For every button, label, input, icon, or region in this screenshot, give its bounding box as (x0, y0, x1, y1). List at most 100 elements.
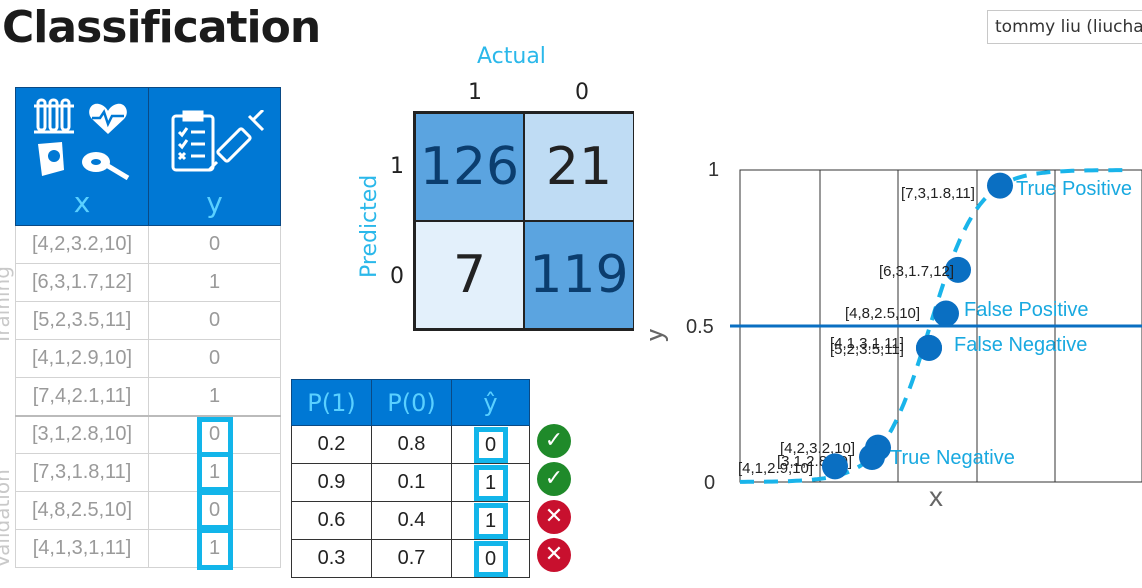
p1-cell: 0.6 (291, 501, 372, 540)
y-value: 1 (208, 461, 221, 483)
prob-row: 0.3 0.7 0 (291, 539, 530, 578)
cm-true-positive: 126 (415, 113, 524, 221)
y-cell: 1 (148, 452, 281, 492)
yhat-cell: 1 (451, 501, 530, 540)
point-label: [4,2,3.2,10] (780, 440, 855, 457)
heart-rate-icon (89, 103, 127, 134)
yhat-cell: 0 (451, 539, 530, 578)
y-value: 0 (208, 347, 221, 369)
y-cell: 1 (148, 528, 281, 570)
data-table: x y [4,2,3.2,10] 0 [6,3,1.7,12] 1 [5,2,3.5,1… (15, 87, 281, 570)
incorrect-x-icon: ✕ (537, 538, 571, 572)
training-row: [7,4,2.1,11] 1 (15, 377, 281, 417)
data-point (933, 300, 959, 327)
x-cell: [3,1,2.8,10] (15, 415, 149, 454)
point-label: [5,2,3.5,11] (830, 341, 904, 358)
y-cell: 0 (148, 415, 281, 457)
x-cell: [7,3,1.8,11] (15, 453, 149, 492)
x-axis-label: x (929, 481, 943, 512)
data-point (859, 444, 885, 471)
validation-highlight (196, 416, 233, 457)
clipboard-checklist-icon (171, 110, 215, 172)
user-account-box[interactable]: tommy liu (liuchangwei@outlook.com) (987, 10, 1142, 44)
x-cell: [7,4,2.1,11] (15, 377, 149, 417)
training-row: [4,2,3.2,10] 0 (15, 225, 281, 264)
training-row: [5,2,3.5,11] 0 (15, 301, 281, 340)
data-point (822, 453, 848, 480)
yhat-cell: 1 (451, 463, 530, 502)
validation-row: [4,1,3,1,11] 1 (15, 528, 281, 570)
y-cell: 0 (148, 339, 281, 378)
annotation-true-negative: True Negative (890, 447, 1015, 469)
p1-header: P(1) (291, 379, 372, 426)
prob-row: 0.2 0.8 0 (291, 425, 530, 464)
yhat-value: 0 (473, 426, 508, 463)
validation-label: Validation (0, 469, 14, 568)
x-cell: [4,1,2.9,10] (15, 339, 149, 378)
training-row: [4,1,2.9,10] 0 (15, 339, 281, 378)
x-cell: [6,3,1.7,12] (15, 263, 149, 302)
p0-header: P(0) (371, 379, 452, 426)
yhat-value: 1 (473, 502, 508, 539)
training-label: Training (0, 266, 14, 345)
y-value: 0 (208, 499, 221, 521)
data-point (916, 334, 942, 361)
y-tick-1: 1 (708, 159, 719, 181)
health-icons (34, 98, 130, 181)
annotation-false-positive: False Positive (964, 299, 1089, 321)
y-value: 0 (208, 233, 221, 255)
yhat-value: 1 (473, 464, 508, 501)
stethoscope-icon (38, 142, 64, 176)
data-point (945, 256, 971, 283)
y-value: 0 (208, 309, 221, 331)
page-title: Classification (2, 2, 321, 53)
annotation-false-negative: False Negative (954, 334, 1087, 356)
y-value: 0 (208, 423, 221, 446)
cm-false-positive: 21 (524, 113, 634, 221)
syringe-icon (207, 110, 265, 172)
x-cell: [4,8,2.5,10] (15, 491, 149, 530)
y-value: 1 (208, 537, 221, 559)
p1-cell: 0.3 (291, 539, 372, 578)
validation-row: [3,1,2.8,10] 0 (15, 415, 281, 457)
col-label-1: 1 (468, 80, 482, 105)
p1-cell: 0.9 (291, 463, 372, 502)
incorrect-x-icon: ✕ (537, 500, 571, 534)
y-tick-0-5: 0.5 (686, 316, 714, 338)
y-value: 1 (208, 271, 221, 293)
test-tubes-icon (34, 98, 74, 134)
p0-cell: 0.8 (371, 425, 452, 464)
point-label: [4,8,2.5,10] (845, 305, 920, 322)
p0-cell: 0.4 (371, 501, 452, 540)
row-label-1: 1 (390, 154, 404, 179)
annotation-true-positive: True Positive (1016, 178, 1132, 200)
x-cell: [4,2,3.2,10] (15, 225, 149, 264)
yhat-cell: 0 (451, 425, 530, 464)
point-label: [6,3,1.7,12] (879, 263, 954, 280)
confusion-matrix: 126 21 7 119 (413, 111, 634, 331)
p0-cell: 0.7 (371, 539, 452, 578)
cm-false-negative: 7 (415, 221, 524, 329)
y-cell: 1 (148, 377, 281, 417)
actual-label: Actual (477, 44, 546, 69)
x-cell: [4,1,3,1,11] (15, 529, 149, 568)
y-value: 1 (208, 384, 221, 407)
tape-measure-icon (82, 152, 130, 181)
point-label: [4,1,3,1,11] (830, 335, 904, 352)
correct-check-icon: ✓ (537, 424, 571, 458)
validation-row: [7,3,1.8,11] 1 (15, 452, 281, 492)
y-axis-label: y (650, 328, 668, 342)
correct-check-icon: ✓ (537, 462, 571, 496)
point-label: [7,3,1.8,11] (901, 185, 975, 202)
sigmoid-plot: 1 0.5 0 y x [7,3,1.8,11] [6,3,1.7,12] [4,8,2.5,… (650, 159, 1142, 512)
row-label-0: 0 (390, 264, 404, 289)
y-cell: 0 (148, 490, 281, 530)
point-label: [4,1,2.9,10] (738, 460, 813, 477)
cm-true-negative: 119 (524, 221, 634, 329)
sigmoid-curve (740, 168, 1132, 484)
col-label-0: 0 (575, 80, 589, 105)
validation-highlight (196, 452, 233, 492)
y-tick-0: 0 (704, 472, 715, 494)
training-row: [6,3,1.7,12] 1 (15, 263, 281, 302)
predicted-label: Predicted (357, 174, 382, 278)
